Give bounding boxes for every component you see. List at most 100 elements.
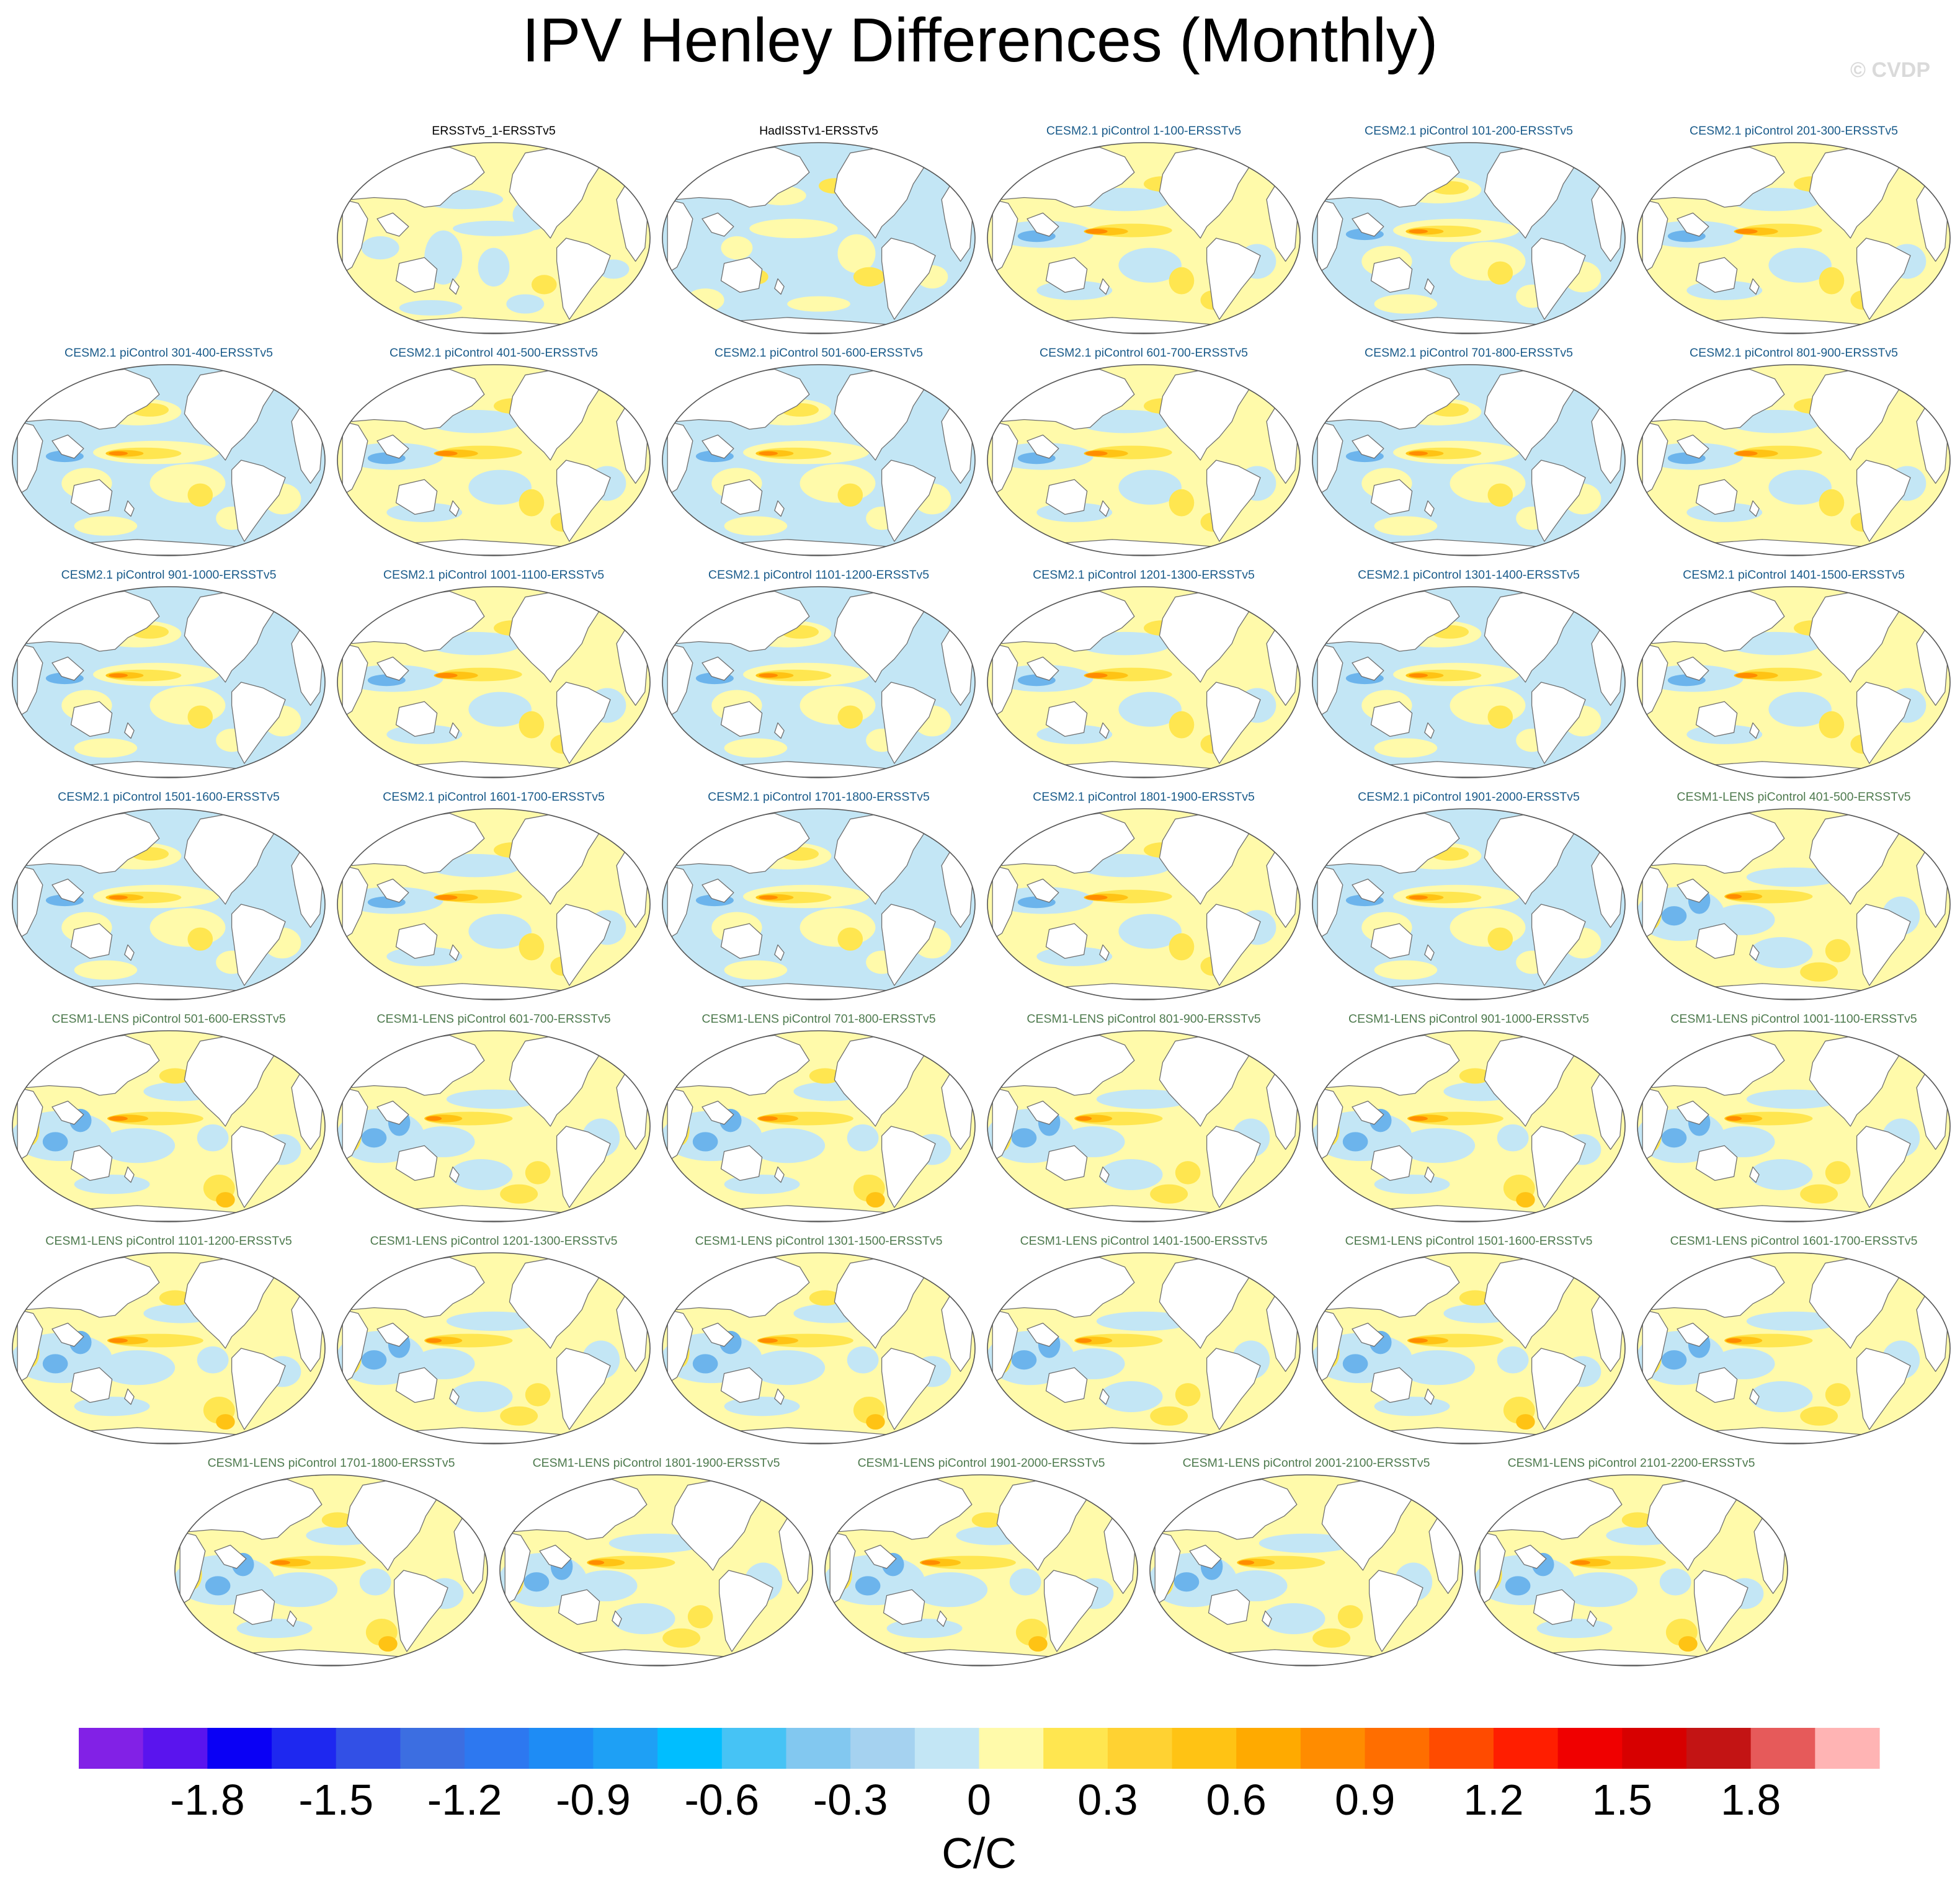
panel-title: CESM1-LENS piControl 1501-1600-ERSSTv5 <box>1345 1234 1593 1248</box>
map-border <box>1637 142 1951 334</box>
anomaly-region <box>1749 1381 1813 1412</box>
map-border <box>824 1474 1138 1666</box>
anomaly-region <box>1735 451 1758 456</box>
map-panel: CESM2.1 piControl 1401-1500-ERSSTv5 <box>1633 566 1955 780</box>
land-mass <box>1749 944 1760 961</box>
map-svg <box>987 586 1301 778</box>
land-mass <box>124 1388 135 1405</box>
colorbar-swatch <box>1493 1728 1559 1769</box>
map-border <box>662 1252 976 1444</box>
land-mass <box>881 904 936 986</box>
anomaly-region <box>1399 1128 1476 1163</box>
anomaly-region <box>1409 673 1428 678</box>
anomaly-region <box>519 489 545 517</box>
anomaly-region <box>724 738 788 758</box>
land-mass <box>262 811 292 834</box>
land-mass <box>1352 878 1384 903</box>
map-svg <box>662 808 976 1000</box>
anomaly-region <box>759 451 778 456</box>
map-border <box>174 1474 488 1666</box>
anomaly-region <box>1661 1128 1687 1148</box>
land-mass <box>1725 1477 1755 1500</box>
anomaly-region <box>1150 1406 1188 1426</box>
map-panel: CESM1-LENS piControl 1801-1900-ERSSTv5 <box>495 1454 817 1668</box>
anomaly-region <box>1175 1383 1201 1407</box>
colorbar-swatch <box>465 1728 530 1769</box>
map-panel: CESM2.1 piControl 701-800-ERSSTv5 <box>1307 344 1630 558</box>
land-mass <box>774 278 785 295</box>
land-mass <box>425 1477 455 1500</box>
land-mass <box>1352 1322 1384 1347</box>
land-mass <box>1695 1145 1738 1181</box>
anomaly-region <box>1174 1572 1200 1592</box>
anomaly-region <box>1487 483 1513 507</box>
anomaly-region <box>321 1512 354 1528</box>
land-mass <box>587 1255 617 1278</box>
land-mass <box>912 367 942 389</box>
land-mass <box>376 656 409 681</box>
colorbar-tick-label: -0.3 <box>813 1776 888 1824</box>
land-mass <box>1352 212 1384 237</box>
panel-title: CESM1-LENS piControl 1001-1100-ERSSTv5 <box>1670 1012 1917 1026</box>
map-svg <box>1637 808 1951 1000</box>
map-panels: ERSSTv5_1-ERSSTv5 HadISSTv1-ERSSTv5 CESM2.… <box>7 124 1955 1668</box>
land-mass <box>1677 212 1709 237</box>
land-mass <box>1189 1544 1222 1569</box>
land-mass <box>587 1033 617 1056</box>
land-mass <box>1045 701 1088 737</box>
land-mass <box>702 212 734 237</box>
map-border <box>987 586 1301 778</box>
map-svg <box>662 1252 976 1444</box>
panel-title: CESM1-LENS piControl 501-600-ERSSTv5 <box>51 1012 286 1026</box>
map-border <box>662 808 976 1000</box>
colorbar-swatch <box>143 1728 208 1769</box>
anomaly-region <box>435 895 458 901</box>
map-panel: CESM1-LENS piControl 1401-1500-ERSSTv5 <box>982 1232 1305 1446</box>
anomaly-region <box>1487 927 1513 951</box>
land-mass <box>70 1145 113 1181</box>
map-border <box>1637 364 1951 556</box>
land-mass <box>395 1145 438 1181</box>
land-mass <box>287 1610 297 1627</box>
anomaly-region <box>1099 1381 1163 1412</box>
land-mass <box>1099 944 1110 961</box>
anomaly-region <box>1342 1132 1368 1152</box>
anomaly-region <box>1768 469 1832 505</box>
anomaly-region <box>721 236 753 260</box>
anomaly-region <box>1450 242 1526 281</box>
map-svg <box>1312 1030 1626 1222</box>
anomaly-region <box>1169 489 1195 517</box>
land-mass <box>1695 701 1738 737</box>
map-svg <box>987 142 1301 334</box>
anomaly-region <box>187 705 213 729</box>
map-panel: CESM2.1 piControl 301-400-ERSSTv5 <box>7 344 330 558</box>
map-svg <box>12 364 326 556</box>
land-mass <box>231 1348 286 1430</box>
land-mass <box>1352 1100 1384 1125</box>
land-mass <box>912 145 942 167</box>
land-mass <box>124 500 135 517</box>
map-border <box>987 142 1301 334</box>
anomaly-region <box>149 464 226 503</box>
colorbar-tick-label: 1.5 <box>1592 1776 1652 1824</box>
panel-title: CESM1-LENS piControl 1601-1700-ERSSTv5 <box>1670 1234 1918 1248</box>
land-mass <box>587 145 617 167</box>
map-svg <box>1637 364 1951 556</box>
colorbar-swatch <box>1750 1728 1815 1769</box>
anomaly-region <box>1516 1192 1535 1208</box>
anomaly-region <box>837 927 863 951</box>
land-mass <box>1099 1166 1110 1183</box>
colorbar-swatch <box>1236 1728 1301 1769</box>
land-mass <box>1424 500 1435 517</box>
panel-title: CESM2.1 piControl 1901-2000-ERSSTv5 <box>1358 790 1580 804</box>
land-mass <box>612 1610 622 1627</box>
land-mass <box>912 811 942 834</box>
colorbar-swatch <box>1429 1728 1494 1769</box>
anomaly-region <box>216 1414 235 1430</box>
anomaly-region <box>99 1128 176 1163</box>
anomaly-region <box>425 1116 442 1121</box>
anomaly-region <box>662 1628 701 1648</box>
colorbar-tick-label: -0.9 <box>556 1776 631 1824</box>
colorbar-swatch <box>1365 1728 1430 1769</box>
map-panel: CESM2.1 piControl 1101-1200-ERSSTv5 <box>657 566 980 780</box>
